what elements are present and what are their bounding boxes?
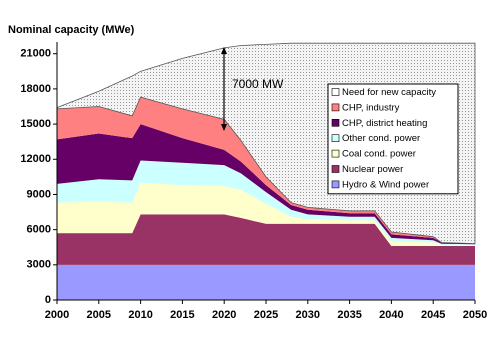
legend-swatch — [331, 149, 340, 158]
legend-label: Other cond. power — [342, 133, 420, 144]
x-tick-label: 2000 — [45, 309, 69, 321]
area — [57, 160, 475, 245]
annotation: 7000 MW — [232, 77, 284, 91]
x-tick-label: 2045 — [421, 309, 445, 321]
x-tick-label: 2030 — [296, 309, 320, 321]
x-tick-label: 2050 — [463, 309, 487, 321]
legend-label: Need for new capacity — [342, 87, 436, 98]
legend-box — [327, 83, 459, 195]
legend-swatch — [331, 88, 340, 96]
area — [57, 124, 475, 245]
x-tick-label: 2020 — [212, 309, 236, 321]
y-tick-label: 9000 — [27, 188, 51, 200]
legend-label: Coal cond. power — [342, 149, 416, 160]
legend-label: CHP, district heating — [342, 118, 427, 129]
area — [57, 97, 475, 244]
legend-swatch — [331, 119, 340, 127]
area — [57, 214, 475, 265]
x-tick-label: 2025 — [254, 309, 278, 321]
area — [57, 264, 475, 300]
legend-swatch — [331, 103, 340, 112]
y-axis-title: Nominal capacity (MWe) — [8, 24, 135, 36]
legend-label: CHP, industry — [342, 102, 400, 113]
y-tick-label: 18000 — [20, 83, 51, 95]
y-tick-label: 6000 — [27, 224, 51, 236]
y-tick-label: 0 — [45, 294, 51, 306]
legend-swatch — [331, 134, 340, 142]
x-tick-label: 2005 — [87, 309, 111, 321]
y-tick-label: 12000 — [20, 153, 51, 165]
x-tick-label: 2035 — [337, 309, 361, 321]
legend-label: Hydro & Wind power — [342, 179, 429, 190]
x-tick-label: 2040 — [379, 309, 403, 321]
y-tick-label: 3000 — [27, 259, 51, 271]
legend-swatch — [331, 165, 340, 173]
legend-label: Nuclear power — [342, 164, 403, 175]
y-tick-label: 15000 — [20, 118, 51, 130]
arrow-head — [221, 124, 227, 131]
y-tick-label: 21000 — [20, 48, 51, 60]
legend-swatch — [331, 180, 340, 189]
area — [57, 182, 475, 247]
x-tick-label: 2015 — [170, 309, 194, 321]
arrow-head — [221, 47, 227, 54]
x-tick-label: 2010 — [128, 309, 152, 321]
